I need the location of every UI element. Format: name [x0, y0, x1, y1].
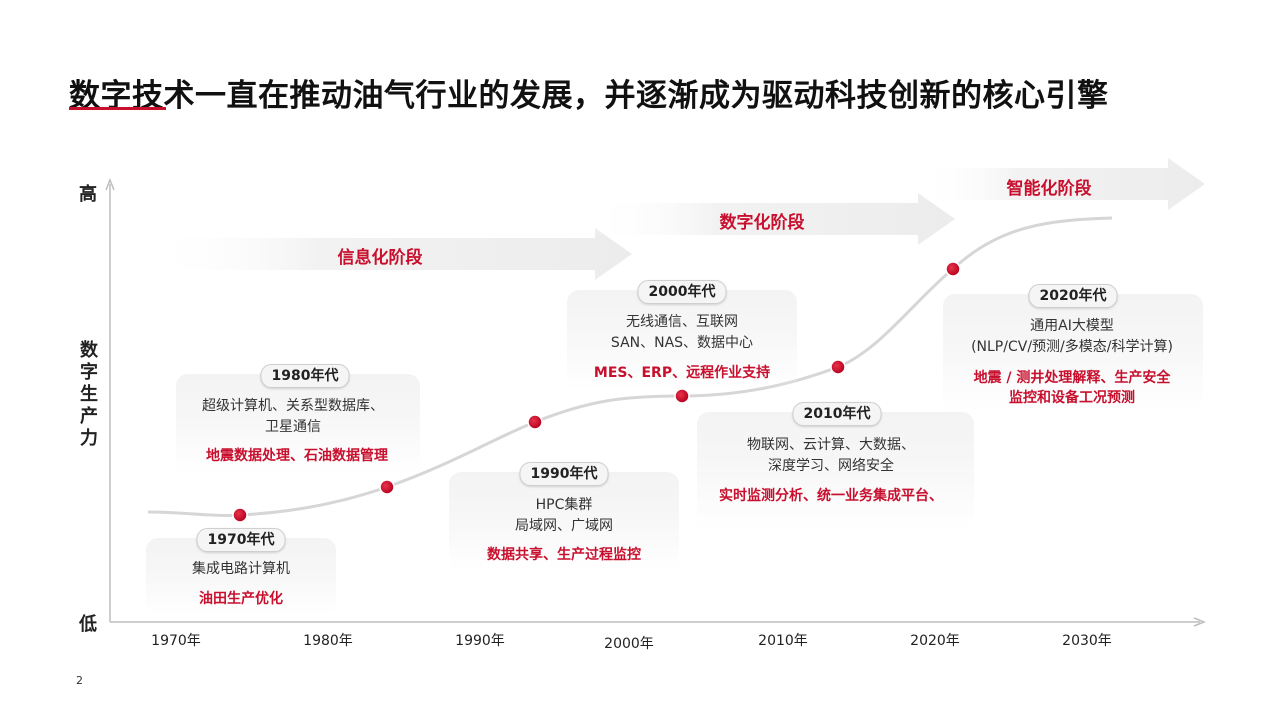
page-number: 2: [76, 674, 83, 687]
era-badge-1970s: 1970年代: [196, 528, 286, 552]
era-apps-1990s: 数据共享、生产过程监控: [487, 547, 641, 563]
era-card-1990s: [449, 472, 679, 572]
title-underline: [69, 107, 166, 110]
curve-markers: [232, 261, 961, 523]
x-tick-label: 2010年: [758, 633, 808, 649]
marker-2000s: [674, 388, 690, 404]
x-tick-label: 1980年: [303, 633, 353, 649]
era-card-2000s: [567, 290, 797, 390]
era-apps-1980s: 地震数据处理、石油数据管理: [206, 448, 388, 464]
era-apps-2010s: 实时监测分析、统一业务集成平台、: [719, 488, 943, 504]
era-tech-1990s: HPC集群 局域网、广域网: [515, 497, 613, 534]
stage-arrow-intelligent: [920, 158, 1205, 210]
era-badge-1980s: 1980年代: [260, 364, 350, 388]
y-axis-low-label: 低: [79, 614, 97, 635]
stage-label-digital: 数字化阶段: [719, 213, 805, 233]
era-badge-2020s: 2020年代: [1028, 284, 1118, 308]
era-tech-2010s: 物联网、云计算、大数据、 深度学习、网络安全: [747, 437, 915, 474]
era-card-1980s: [176, 374, 420, 474]
y-axis-title: 数 字 生 产 力: [80, 340, 98, 449]
era-tech-1980s: 超级计算机、关系型数据库、 卫星通信: [202, 398, 384, 435]
stage-label-intelligent: 智能化阶段: [1006, 179, 1092, 199]
stage-arrow-information: [150, 228, 632, 280]
era-apps-2000s: MES、ERP、远程作业支持: [593, 365, 771, 381]
x-tick-label: 1990年: [455, 633, 505, 649]
era-apps-1970s: 油田生产优化: [199, 591, 283, 607]
x-tick-label: 2000年: [604, 636, 654, 652]
marker-2010s: [830, 359, 846, 375]
y-axis-arrowhead: [105, 177, 115, 191]
era-tech-2000s: 无线通信、互联网 SAN、NAS、数据中心: [610, 314, 754, 351]
x-tick-label: 2020年: [910, 633, 960, 649]
x-tick-label: 1970年: [151, 633, 201, 649]
era-tech-1970s: 集成电路计算机: [192, 561, 290, 577]
y-axis-high-label: 高: [79, 184, 97, 205]
marker-1990s: [527, 414, 543, 430]
era-badge-1990s: 1990年代: [519, 462, 609, 486]
marker-2020s: [945, 261, 961, 277]
era-apps-2020s: 地震 / 测井处理解释、生产安全 监控和设备工况预测: [973, 370, 1171, 406]
marker-1970s: [232, 507, 248, 523]
x-axis-arrowhead: [1193, 617, 1207, 627]
page-title: 数字技术一直在推动油气行业的发展，并逐渐成为驱动科技创新的核心引擎: [69, 78, 1109, 114]
era-card-2010s: [697, 412, 974, 530]
era-badge-2010s: 2010年代: [792, 402, 882, 426]
marker-1980s: [379, 479, 395, 495]
x-tick-label: 2030年: [1062, 633, 1112, 649]
era-card-2020s: [943, 294, 1203, 412]
era-badge-2000s: 2000年代: [637, 280, 727, 304]
stage-label-information: 信息化阶段: [337, 248, 423, 268]
stage-arrow-digital: [590, 193, 955, 245]
era-tech-2020s: 通用AI大模型 (NLP/CV/预测/多模态/科学计算): [971, 318, 1173, 355]
